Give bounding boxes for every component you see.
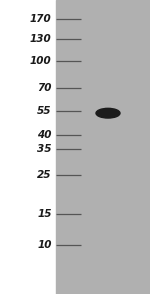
Bar: [0, 0, 56, 294]
Text: 170: 170: [30, 14, 52, 24]
Text: 35: 35: [37, 144, 52, 154]
Text: 55: 55: [37, 106, 52, 116]
Text: 25: 25: [37, 170, 52, 180]
Text: 10: 10: [37, 240, 52, 250]
Text: 70: 70: [37, 83, 52, 93]
Text: 40: 40: [37, 130, 52, 140]
Text: 130: 130: [30, 34, 52, 44]
Text: 15: 15: [37, 209, 52, 219]
Ellipse shape: [96, 108, 120, 118]
Ellipse shape: [103, 112, 116, 116]
Text: 100: 100: [30, 56, 52, 66]
Bar: [56, 0, 150, 294]
